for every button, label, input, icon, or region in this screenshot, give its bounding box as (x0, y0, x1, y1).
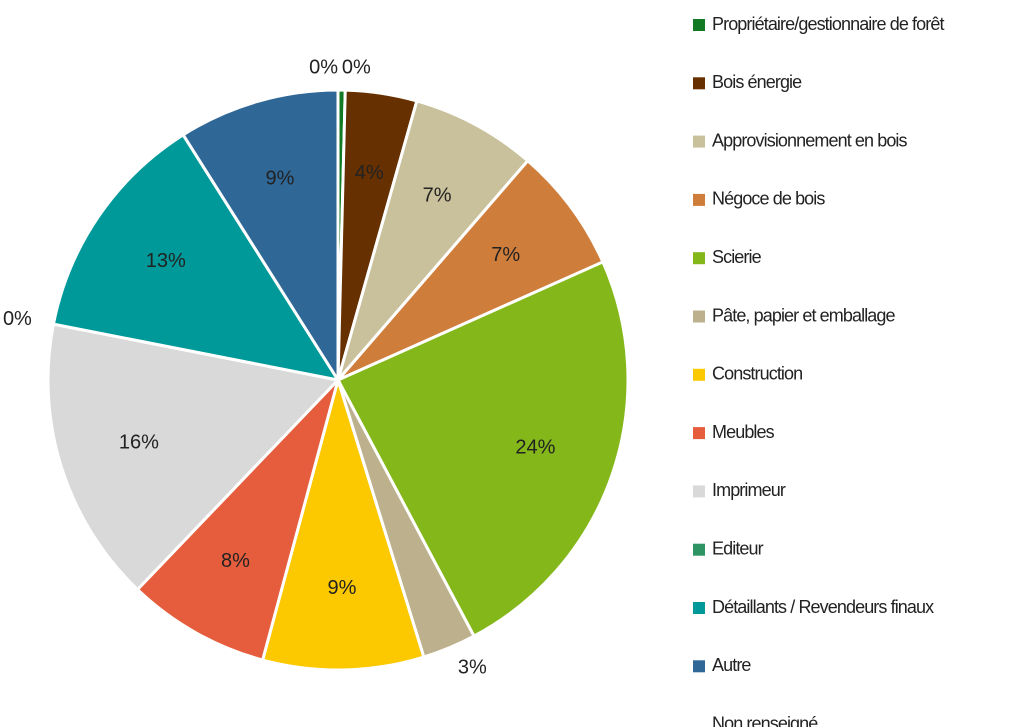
legend-swatch (693, 718, 705, 727)
legend-label: Détaillants / Revendeurs finaux (712, 597, 934, 617)
data-label: 4% (355, 162, 384, 184)
legend-swatch (693, 368, 705, 381)
legend-label: Négoce de bois (712, 189, 825, 209)
data-label: 0% (3, 308, 32, 330)
data-label: 0% (309, 56, 338, 78)
pie-slice (336, 99, 530, 381)
legend-swatch (693, 427, 705, 440)
pie-slice (335, 259, 630, 639)
pie-slice (181, 88, 340, 386)
legend-label: Imprimeur (712, 480, 786, 500)
data-label: 7% (491, 244, 520, 266)
data-label: 13% (146, 250, 186, 272)
data-label: 16% (119, 431, 159, 453)
data-label: 3% (458, 656, 487, 678)
legend-label: Construction (712, 364, 802, 384)
legend-swatch (693, 602, 705, 614)
legend-label: Editeur (712, 538, 764, 558)
pie-slice (135, 378, 340, 662)
data-label: 8% (221, 550, 250, 572)
legend-swatch (693, 660, 705, 673)
data-label: 9% (266, 168, 295, 190)
legend-label: Meubles (712, 422, 775, 442)
legend-swatch (693, 252, 705, 265)
legend-label: Pâte, papier et emballage (712, 305, 896, 325)
pie-slice (46, 322, 341, 592)
legend-label: Propriétaire/gestionnaire de forêt (712, 14, 944, 34)
pie-slice (51, 132, 342, 383)
legend-label: Approvisionnement en bois (712, 130, 908, 150)
data-label: 24% (515, 436, 555, 458)
legend-swatch (693, 543, 705, 556)
legend-swatch (693, 193, 705, 206)
legend-swatch (693, 310, 705, 323)
pie-slice (260, 374, 426, 672)
legend-swatch (693, 77, 705, 90)
data-label: 0% (342, 56, 371, 78)
data-label: 9% (327, 577, 356, 599)
legend-swatch (693, 19, 705, 31)
data-label: 7% (423, 184, 452, 206)
legend-label: Scierie (712, 247, 762, 267)
legend-label: Non renseigné (712, 713, 818, 727)
legend-swatch (693, 135, 705, 148)
legend-label: Bois énergie (712, 72, 802, 92)
legend-label: Autre (712, 655, 751, 675)
legend-swatch (693, 485, 705, 498)
pie-slice (336, 158, 605, 382)
